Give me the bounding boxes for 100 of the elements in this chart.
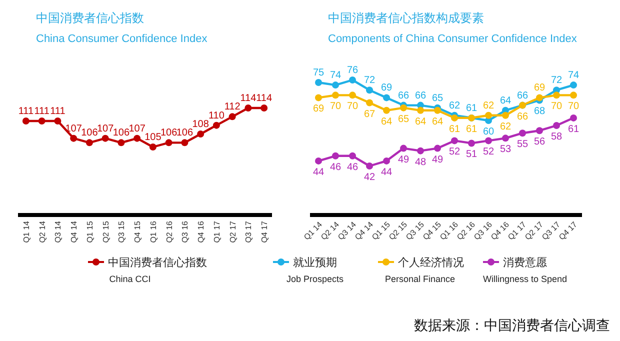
data-label: 70 [346, 101, 358, 112]
data-label: 106 [176, 128, 194, 139]
data-label: 110 [208, 110, 225, 122]
point [434, 144, 441, 152]
point [332, 92, 339, 99]
point [22, 118, 30, 124]
x-tick-label: Q4 15 [133, 220, 142, 243]
data-label: 107 [96, 123, 114, 134]
data-label: 114 [240, 93, 257, 104]
point [570, 114, 577, 122]
data-label: 64 [414, 116, 426, 128]
data-label: 66 [398, 90, 410, 102]
point [349, 152, 356, 160]
point [165, 139, 172, 146]
data-label: 66 [414, 90, 426, 102]
data-label: 42 [364, 172, 376, 183]
data-label: 106 [160, 128, 178, 139]
data-label: 62 [482, 100, 494, 112]
data-label: 49 [432, 154, 444, 166]
data-label: 52 [482, 146, 494, 158]
data-label: 108 [192, 119, 210, 130]
data-label: 53 [500, 144, 512, 156]
data-label: 107 [128, 123, 146, 134]
point [451, 137, 458, 144]
data-label: 72 [550, 75, 562, 86]
data-label: 61 [448, 124, 460, 135]
x-tick-label: Q2 17 [228, 220, 238, 243]
data-label: 61 [568, 124, 580, 135]
point [197, 130, 204, 138]
data-label: 56 [534, 136, 546, 148]
point [468, 140, 475, 147]
point [38, 118, 46, 124]
point [212, 122, 220, 129]
data-label: 44 [312, 166, 324, 178]
x-tick-label: Q3 14 [54, 220, 63, 243]
data-label: 60 [482, 126, 494, 138]
chart-title: 中国消费者信心指数 [36, 11, 144, 25]
point [228, 113, 236, 120]
point [417, 147, 424, 154]
data-label: 61 [466, 102, 478, 114]
point [519, 130, 526, 137]
chart-title: 中国消费者信心指数构成要素 [328, 11, 484, 25]
data-label: 75 [312, 68, 324, 79]
legend-label: 消费意愿 Willingness to Spend [482, 256, 568, 284]
source-note: 数据来源：中国消费者信心调查 [414, 317, 610, 333]
legend-label: 中国消费者信心指数 China CCI [108, 256, 207, 284]
data-label: 69 [312, 104, 324, 115]
data-label: 62 [448, 100, 460, 112]
point [134, 134, 141, 142]
x-tick-label: Q2 15 [101, 220, 110, 243]
point [434, 106, 441, 114]
point [400, 104, 407, 112]
data-label: 44 [380, 166, 392, 178]
data-label: 112 [224, 102, 241, 113]
data-label: 49 [398, 154, 410, 166]
data-label: 65 [398, 114, 410, 125]
point [502, 112, 509, 119]
data-label: 74 [568, 70, 580, 82]
point [570, 92, 577, 99]
point [400, 144, 407, 152]
point [181, 139, 188, 146]
point [149, 144, 156, 150]
point [118, 139, 125, 146]
chart-subtitle: Components of China Consumer Confidence Index [328, 33, 578, 45]
data-label: 69 [534, 82, 546, 94]
data-label: 114 [256, 93, 272, 104]
data-label: 46 [346, 162, 358, 173]
point [366, 86, 373, 94]
legend-label: 个人经济情况 Personal Finance [384, 256, 464, 284]
chart-subtitle: China Consumer Confidence Index [36, 33, 208, 45]
data-label: 62 [500, 121, 512, 132]
point [332, 152, 339, 160]
point [366, 162, 373, 170]
point [485, 137, 492, 144]
data-label: 111 [50, 106, 66, 117]
data-label: 105 [144, 132, 162, 143]
data-label: 64 [380, 116, 392, 128]
point [383, 157, 390, 164]
x-tick-label: Q1 16 [148, 220, 158, 243]
data-label: 69 [380, 82, 392, 94]
x-tick-label: Q4 14 [70, 220, 79, 243]
point [570, 82, 577, 89]
data-label: 48 [414, 156, 426, 168]
x-tick-label: Q1 14 [22, 220, 31, 243]
point [70, 134, 78, 142]
x-tick-label: Q3 16 [180, 220, 190, 243]
x-tick-label: Q4 16 [196, 220, 206, 243]
point [315, 94, 322, 102]
point [315, 79, 322, 86]
data-label: 66 [516, 90, 528, 102]
point [244, 104, 252, 112]
point [349, 76, 356, 84]
point [349, 92, 356, 99]
data-label: 111 [18, 106, 34, 117]
point [417, 106, 424, 114]
legend-label: 就业预期 Job Prospects [286, 256, 344, 284]
data-label: 65 [432, 92, 444, 104]
data-label: 74 [330, 70, 342, 82]
data-label: 66 [516, 111, 528, 122]
data-label: 58 [550, 132, 562, 143]
